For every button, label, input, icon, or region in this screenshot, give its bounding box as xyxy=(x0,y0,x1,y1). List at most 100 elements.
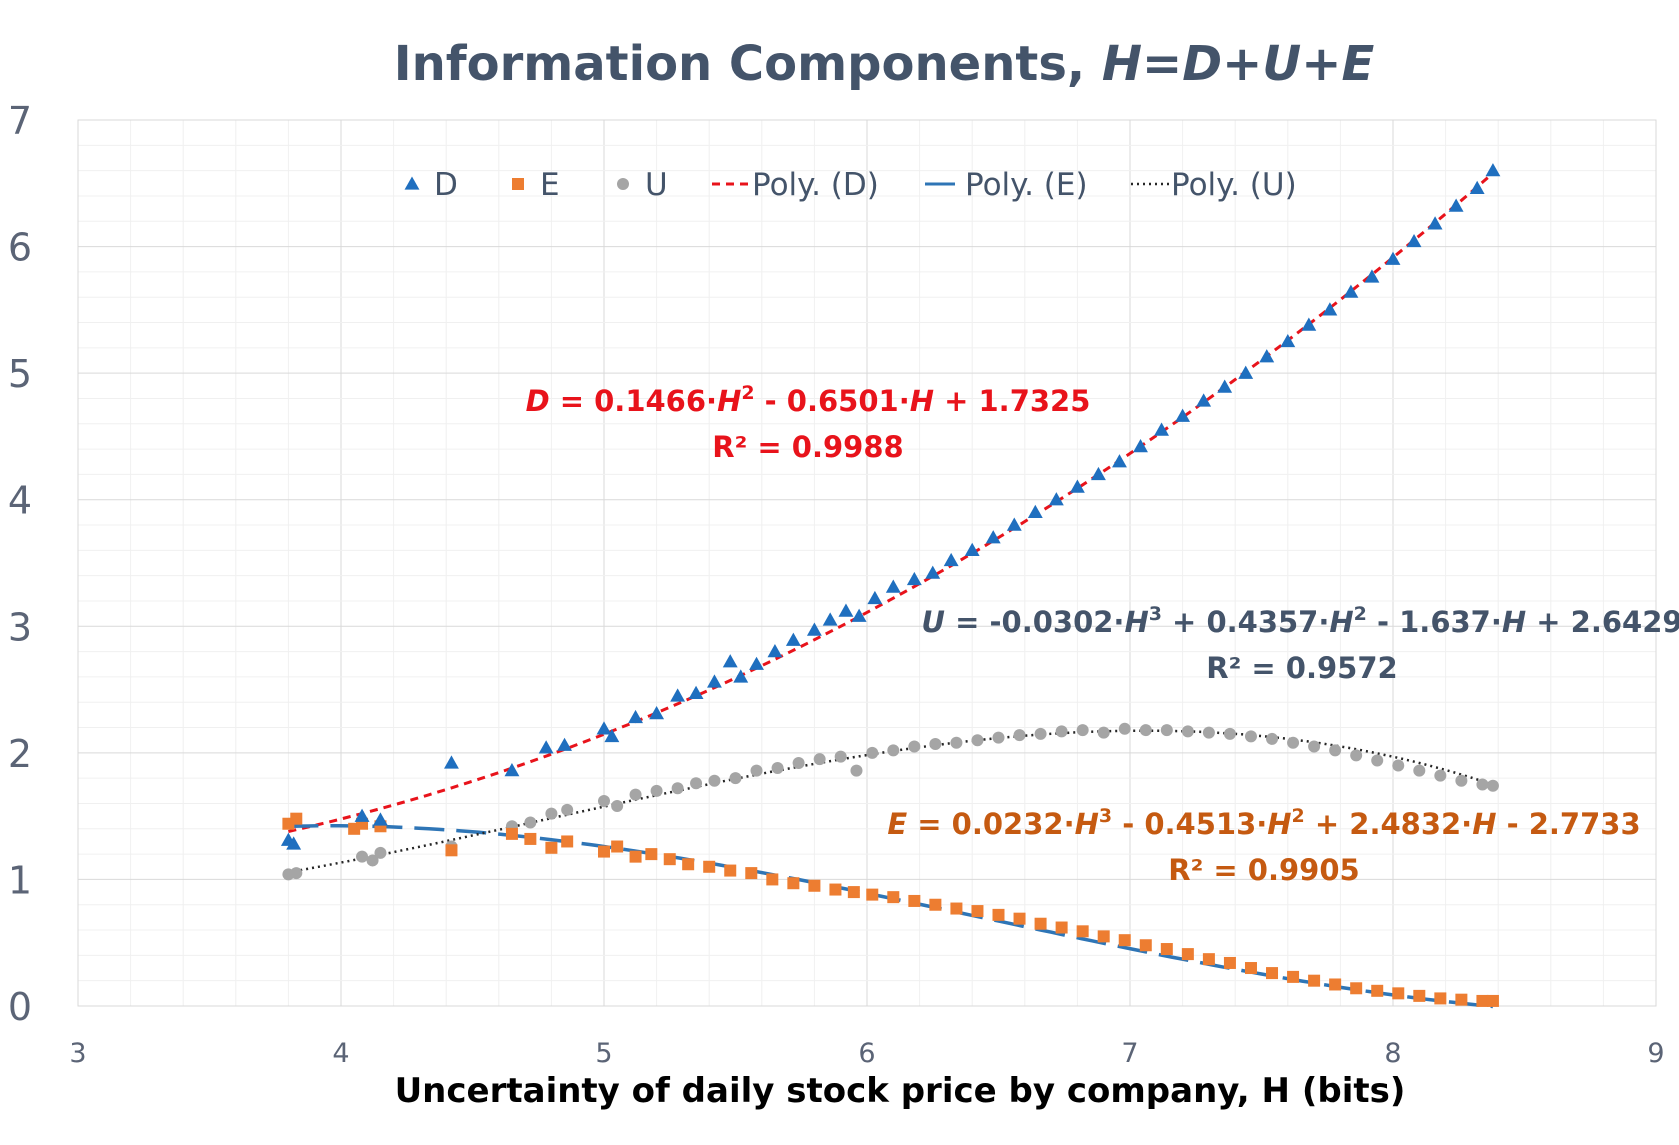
legend-label: Poly. (D) xyxy=(752,167,879,203)
data-point-d xyxy=(985,530,1001,544)
data-point-u xyxy=(908,740,921,753)
axis-ticks: 0 1 2 3 4 5 6 7 3 4 5 6 7 8 9 xyxy=(8,99,1665,1069)
legend-label: Poly. (E) xyxy=(965,167,1088,203)
data-point-e xyxy=(1455,993,1468,1006)
data-point-u xyxy=(356,850,369,863)
series-u xyxy=(282,722,1499,881)
data-point-d xyxy=(688,685,704,700)
legend-item: Poly. (E) xyxy=(925,167,1088,203)
x-tick-label: 7 xyxy=(1121,1038,1138,1069)
data-point-u xyxy=(1392,759,1405,772)
legend-item: Poly. (U) xyxy=(1131,167,1297,203)
data-point-u xyxy=(1223,727,1236,740)
data-point-e xyxy=(1202,953,1215,966)
data-point-e xyxy=(971,905,984,918)
data-point-e xyxy=(1244,962,1257,975)
data-point-d xyxy=(722,654,738,668)
data-point-d xyxy=(867,590,883,605)
data-point-e xyxy=(1139,939,1152,952)
data-point-d xyxy=(1069,479,1085,493)
legend-label: D xyxy=(434,167,458,203)
data-point-e xyxy=(1118,934,1131,947)
data-point-d xyxy=(707,674,722,688)
gridlines xyxy=(77,119,1657,1007)
data-point-e xyxy=(866,888,879,901)
x-tick-label: 5 xyxy=(595,1038,612,1069)
data-point-d xyxy=(1301,317,1317,331)
data-point-e xyxy=(1413,989,1426,1002)
data-point-e xyxy=(1350,982,1363,995)
data-point-u xyxy=(1034,727,1047,740)
data-point-d xyxy=(749,656,764,670)
data-point-d xyxy=(1238,365,1254,379)
data-point-u xyxy=(1476,778,1489,791)
data-point-d xyxy=(373,812,388,826)
data-point-e xyxy=(929,898,942,911)
data-point-u xyxy=(366,854,379,867)
x-tick-label: 3 xyxy=(69,1038,86,1069)
data-point-d xyxy=(925,565,941,579)
r-squared-u: R² = 0.9572 xyxy=(1206,651,1397,685)
data-point-u xyxy=(611,800,624,813)
data-point-u xyxy=(750,764,763,777)
data-point-u xyxy=(524,816,537,829)
data-point-e xyxy=(1076,925,1089,938)
data-point-u xyxy=(1139,724,1152,737)
data-point-d xyxy=(354,808,370,822)
data-point-e xyxy=(1434,992,1447,1005)
data-point-e xyxy=(1055,921,1068,934)
data-point-u xyxy=(992,731,1005,744)
data-point-d xyxy=(964,542,980,557)
data-point-d xyxy=(822,612,838,626)
x-tick-label: 8 xyxy=(1384,1038,1401,1069)
data-point-d xyxy=(596,721,612,735)
data-point-d xyxy=(885,579,901,593)
data-point-u xyxy=(1118,722,1131,735)
data-point-u xyxy=(950,736,963,749)
data-point-u xyxy=(887,744,900,757)
data-point-e xyxy=(1392,987,1405,1000)
data-point-u xyxy=(290,867,303,880)
data-point-e xyxy=(787,877,800,890)
data-point-d xyxy=(670,688,686,702)
data-point-d xyxy=(1112,454,1127,468)
data-point-u xyxy=(545,807,558,820)
data-point-u xyxy=(1434,769,1447,782)
legend-marker-d xyxy=(404,176,420,190)
data-point-u xyxy=(629,788,642,801)
data-point-u xyxy=(929,737,942,750)
data-point-d xyxy=(1280,333,1296,348)
data-point-e xyxy=(1371,984,1384,997)
data-point-u xyxy=(771,762,784,775)
data-point-e xyxy=(505,827,518,840)
data-point-e xyxy=(611,840,624,853)
data-point-u xyxy=(1013,729,1026,742)
plot-area-border xyxy=(77,119,1657,1007)
data-point-d xyxy=(1027,504,1043,519)
data-point-e xyxy=(1308,974,1321,987)
y-tick-label: 2 xyxy=(8,732,32,776)
data-point-e xyxy=(829,883,842,896)
equation-text-d: D = 0.1466·H2 - 0.6501·H + 1.7325 xyxy=(526,382,1091,418)
data-point-u xyxy=(1266,732,1279,745)
data-point-u xyxy=(971,734,984,747)
data-point-e xyxy=(1097,930,1110,943)
data-point-u xyxy=(1350,749,1363,762)
trendline-polyu xyxy=(288,729,1494,874)
data-point-d xyxy=(806,622,822,636)
x-tick-label: 6 xyxy=(858,1038,875,1069)
data-point-d xyxy=(649,706,665,720)
data-point-u xyxy=(850,764,863,777)
data-point-u xyxy=(866,746,879,759)
legend-label: Poly. (U) xyxy=(1171,167,1297,203)
data-point-e xyxy=(950,902,963,915)
data-point-d xyxy=(1364,269,1380,283)
annotations: D = 0.1466·H2 - 0.6501·H + 1.7325 R² = 0.… xyxy=(526,382,1679,887)
data-point-u xyxy=(729,772,742,785)
data-point-u xyxy=(1181,725,1194,738)
data-point-d xyxy=(733,669,749,683)
data-point-e xyxy=(290,812,303,825)
data-point-d xyxy=(767,644,783,658)
